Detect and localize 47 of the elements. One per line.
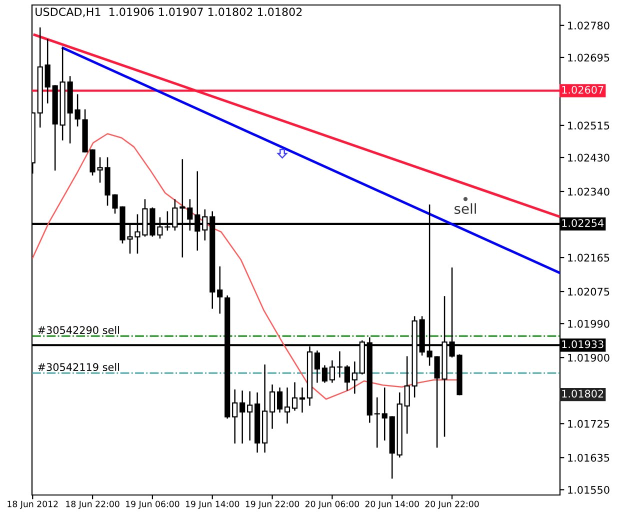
candlestick [329, 360, 335, 383]
y-tick-label: 1.01990 [568, 320, 610, 328]
y-tick-label: 1.02695 [568, 54, 610, 62]
x-tick-label: 20 Jun 22:00 [425, 500, 479, 509]
y-tick-label: 1.02340 [568, 188, 610, 196]
chart-title: USDCAD,H1 1.01906 1.01907 1.01802 1.01802 [36, 8, 302, 18]
candlestick [247, 391, 253, 441]
candlestick [232, 389, 238, 444]
text: 1.01802 [562, 390, 604, 398]
candlestick [44, 39, 50, 104]
candlestick [352, 361, 358, 394]
candlestick [336, 351, 342, 378]
x-tick-label: 19 Jun 22:00 [246, 500, 300, 509]
candlestick [217, 266, 223, 314]
x-tick-label: 20 Jun 06:00 [305, 500, 359, 509]
annotation: sell [454, 203, 476, 214]
y-tick-label: 1.01550 [568, 486, 610, 494]
candlestick [374, 397, 380, 448]
candlestick [404, 356, 410, 434]
candlestick [299, 388, 306, 413]
x-tick-label: 19 Jun 14:00 [186, 500, 240, 509]
x-tick-label: 18 Jun 2012 [8, 500, 58, 509]
y-tick-label: 1.02780 [568, 22, 610, 30]
y-tick-label: 1.01725 [568, 420, 610, 428]
y-tick-label: 1.02430 [568, 154, 610, 162]
ref-line-label: 1.02607 [562, 86, 604, 94]
ref-line-label: 1.02254 [562, 219, 604, 227]
candlestick [284, 388, 290, 424]
candlestick [344, 365, 350, 391]
ref-line-label: 1.01933 [562, 340, 604, 348]
candlestick [276, 388, 283, 413]
candlestick [322, 365, 328, 383]
ref-line-label: #30542119 sell [38, 362, 119, 372]
x-tick-label: 18 Jun 22:00 [66, 500, 120, 509]
candlestick [314, 350, 320, 383]
ref-line-label: #30542290 sell [38, 326, 119, 334]
x-tick-label: 20 Jun 14:00 [365, 500, 419, 509]
y-tick-label: 1.02165 [568, 254, 610, 262]
candlestick [240, 390, 246, 444]
y-tick-label: 1.02515 [568, 122, 610, 130]
y-tick-label: 1.01635 [568, 454, 610, 462]
y-tick-label: 1.01900 [568, 354, 610, 362]
y-tick-label: 1.02075 [568, 288, 610, 296]
candlestick [292, 382, 298, 411]
candlestick [382, 388, 388, 441]
candlestick [269, 384, 276, 429]
x-tick-label: 19 Jun 06:00 [126, 500, 180, 509]
